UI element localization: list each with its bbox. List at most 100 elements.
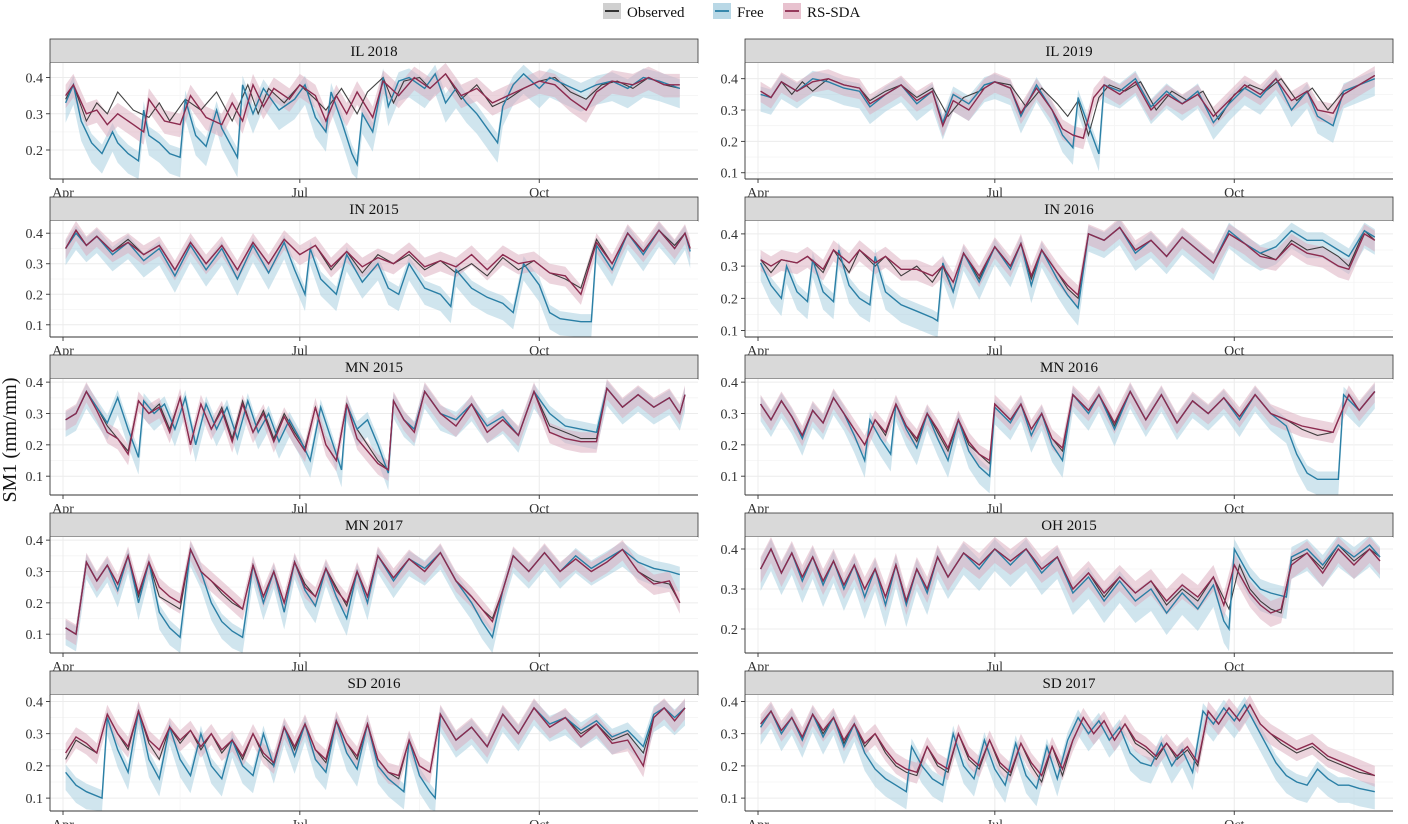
x-tick-label: Oct	[1224, 818, 1244, 824]
free-line	[65, 229, 691, 323]
y-tick-label: 0.4	[721, 228, 739, 243]
rssda-line	[760, 703, 1376, 778]
facet-title: SD 2016	[348, 676, 401, 692]
facet-strip	[744, 512, 1394, 538]
rssda-line	[65, 547, 681, 636]
y-tick-label: 0.2	[26, 144, 44, 159]
x-tick-label: Apr	[747, 818, 769, 824]
y-tick-label: 0.2	[721, 760, 739, 775]
y-axis-label: SM1 (mm/mm)	[0, 377, 21, 502]
free-uncertainty-band	[760, 383, 1375, 495]
y-tick-label: 0.4	[26, 376, 44, 391]
rssda-uncertainty-band	[65, 698, 686, 787]
facet-strip	[49, 354, 699, 380]
y-tick-label: 0.2	[26, 439, 44, 454]
rssda-uncertainty-band	[65, 379, 686, 481]
y-tick-label: 0.3	[721, 583, 739, 598]
series-layer	[759, 537, 1381, 651]
y-tick-label: 0.1	[721, 792, 739, 807]
y-tick-label: 0.4	[26, 695, 44, 710]
plot-area	[50, 537, 698, 653]
facet-strip	[49, 196, 699, 222]
y-tick-label: 0.4	[26, 534, 44, 549]
x-tick-label: Apr	[52, 818, 74, 824]
rssda-line	[760, 389, 1376, 462]
y-tick-label: 0.1	[26, 792, 44, 807]
panels: IL 2018 0.2 0.3 0.4 Apr Jul Oct IL 2019 0.1 0.2 0.…	[26, 38, 1394, 824]
x-tick-label: Oct	[529, 818, 549, 824]
rssda-uncertainty-band	[760, 221, 1375, 307]
panel-sd-2016: SD 2016 0.1 0.2 0.3 0.4 Apr Jul Oct	[26, 670, 699, 824]
y-tick-label: 0.2	[26, 760, 44, 775]
free-line	[65, 386, 686, 474]
free-line	[759, 544, 1381, 632]
free-line	[760, 77, 1376, 155]
y-tick-label: 0.4	[26, 72, 44, 87]
series-layer	[759, 221, 1376, 337]
x-tick-label: Jul	[987, 818, 1003, 824]
legend-label: Free	[737, 5, 764, 21]
y-tick-label: 0.1	[721, 470, 739, 485]
rssda-line	[64, 228, 691, 296]
facet-title: SD 2017	[1043, 676, 1096, 692]
y-tick-label: 0.3	[721, 407, 739, 422]
y-tick-label: 0.2	[26, 597, 44, 612]
y-tick-label: 0.2	[721, 439, 739, 454]
y-tick-label: 0.3	[721, 260, 739, 275]
facet-title: OH 2015	[1041, 518, 1096, 534]
facet-title: IL 2019	[1045, 44, 1092, 60]
free-line	[760, 703, 1375, 793]
facet-title: IN 2016	[1044, 202, 1094, 218]
y-tick-label: 0.3	[26, 728, 44, 743]
observed-line	[65, 73, 680, 123]
series-layer	[760, 66, 1376, 172]
facet-strip	[744, 354, 1394, 380]
plot-area	[745, 379, 1393, 495]
rssda-line	[760, 74, 1376, 140]
legend: Observed Free RS-SDA	[603, 3, 861, 21]
x-tick-label: Jul	[292, 818, 308, 824]
rssda-uncertainty-band	[65, 63, 680, 145]
facet-strip	[49, 38, 699, 64]
y-tick-label: 0.2	[26, 288, 44, 303]
y-tick-label: 0.2	[721, 292, 739, 307]
series-layer	[760, 695, 1376, 810]
facet-strip	[49, 670, 699, 696]
legend-label: Observed	[627, 5, 685, 21]
panel-sd-2017: SD 2017 0.1 0.2 0.3 0.4 Apr Jul Oct	[721, 670, 1394, 824]
y-tick-label: 0.4	[721, 73, 739, 88]
facet-title: IL 2018	[350, 44, 397, 60]
facet-strip	[744, 196, 1394, 222]
y-tick-label: 0.1	[721, 167, 739, 182]
rssda-uncertainty-band	[760, 695, 1375, 787]
rssda-line	[65, 72, 680, 134]
y-tick-label: 0.4	[721, 695, 739, 710]
rssda-uncertainty-band	[65, 540, 680, 646]
free-line	[64, 72, 681, 168]
series-layer	[64, 63, 681, 179]
series-layer	[65, 698, 686, 811]
legend-item-rs-sda: RS-SDA	[783, 3, 861, 21]
series-layer	[65, 540, 681, 653]
y-tick-label: 0.1	[26, 470, 44, 485]
facet-title: MN 2015	[345, 360, 403, 376]
y-tick-label: 0.2	[721, 135, 739, 150]
y-tick-label: 0.3	[721, 104, 739, 119]
series-layer	[65, 379, 686, 491]
rssda-line	[760, 226, 1376, 297]
legend-item-free: Free	[713, 3, 764, 21]
y-tick-label: 0.3	[26, 108, 44, 123]
rssda-uncertainty-band	[760, 537, 1380, 627]
series-layer	[64, 221, 691, 337]
y-tick-label: 0.1	[721, 325, 739, 340]
legend-item-observed: Observed	[603, 3, 685, 21]
facet-title: MN 2016	[1040, 360, 1098, 376]
y-tick-label: 0.1	[26, 319, 44, 334]
rssda-line	[65, 706, 686, 777]
y-tick-label: 0.3	[26, 407, 44, 422]
